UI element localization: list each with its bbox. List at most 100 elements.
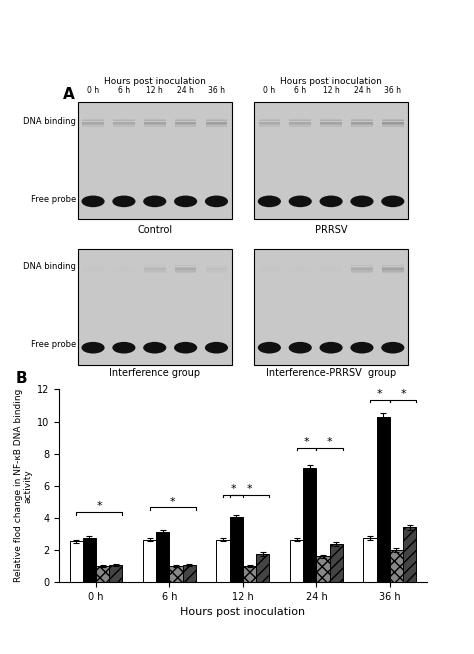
Ellipse shape [143,196,166,207]
Bar [259,273,280,274]
Bar [82,122,104,123]
Bar [82,126,104,127]
Bar [320,265,342,266]
Bar [217,540,230,582]
Bar [144,269,165,270]
Bar [382,272,403,273]
Ellipse shape [350,342,374,354]
Bar [206,268,227,269]
Text: DNA binding: DNA binding [23,262,76,271]
Bar [320,273,342,274]
Bar [175,272,196,273]
Ellipse shape [258,342,281,354]
Ellipse shape [319,196,343,207]
Bar [290,123,311,124]
Bar [82,269,104,270]
Bar [351,273,373,274]
Bar [156,532,170,582]
Bar [259,272,280,273]
Bar [170,566,182,582]
Bar [329,544,343,582]
Bar [320,119,342,120]
Bar [320,124,342,126]
Ellipse shape [82,342,105,354]
Bar [82,120,104,122]
Text: 0 h: 0 h [87,86,99,95]
Text: *: * [170,496,175,507]
Y-axis label: Relative flod change in NF-κB DNA binding
activity: Relative flod change in NF-κB DNA bindin… [14,389,33,583]
Bar [290,122,311,123]
Bar [109,565,122,582]
Bar [175,124,196,126]
Bar [83,538,96,582]
Bar [113,268,135,269]
Text: *: * [304,437,310,447]
Bar [182,565,196,582]
Bar [113,127,135,128]
Bar [113,122,135,123]
Bar [320,269,342,270]
Bar [351,122,373,123]
Text: *: * [97,502,102,511]
Bar [303,468,317,582]
Bar [290,264,311,265]
Ellipse shape [319,342,343,354]
Bar [351,265,373,266]
Bar [113,269,135,270]
Bar [113,273,135,274]
Bar [290,127,311,128]
Bar [206,122,227,123]
Ellipse shape [82,196,105,207]
Text: Free probe: Free probe [30,340,76,349]
Text: PRRSV: PRRSV [315,225,347,235]
Bar [175,122,196,123]
Ellipse shape [350,196,374,207]
Bar [382,124,403,126]
Bar [175,273,196,274]
Bar [382,120,403,122]
Bar [96,566,109,582]
Bar [382,266,403,267]
Bar [382,122,403,123]
Bar [206,273,227,274]
Bar [82,123,104,124]
Bar [320,126,342,127]
Bar [259,124,280,126]
Bar [254,103,408,219]
Bar [144,124,165,126]
Ellipse shape [381,196,404,207]
Ellipse shape [289,196,312,207]
Ellipse shape [205,196,228,207]
Bar [206,265,227,266]
Text: Control: Control [137,225,173,235]
Bar [351,120,373,122]
Bar [320,123,342,124]
Bar [382,269,403,270]
Text: 0 h: 0 h [264,86,275,95]
Text: 24 h: 24 h [354,86,370,95]
Bar [206,126,227,127]
Bar [144,120,165,122]
Bar [82,264,104,265]
Ellipse shape [174,196,197,207]
Bar [259,127,280,128]
Bar [206,269,227,270]
Bar [82,127,104,128]
Bar [351,264,373,265]
Bar [113,265,135,266]
Bar [144,127,165,128]
Bar [175,268,196,269]
Bar [320,120,342,122]
Bar [259,266,280,267]
Bar [290,265,311,266]
Bar [351,268,373,269]
Bar [143,540,156,582]
Bar [144,265,165,266]
Bar [113,266,135,267]
Bar [382,119,403,120]
Bar [403,528,416,582]
Bar [259,269,280,270]
Bar [320,127,342,128]
Bar [290,120,311,122]
Bar [351,123,373,124]
